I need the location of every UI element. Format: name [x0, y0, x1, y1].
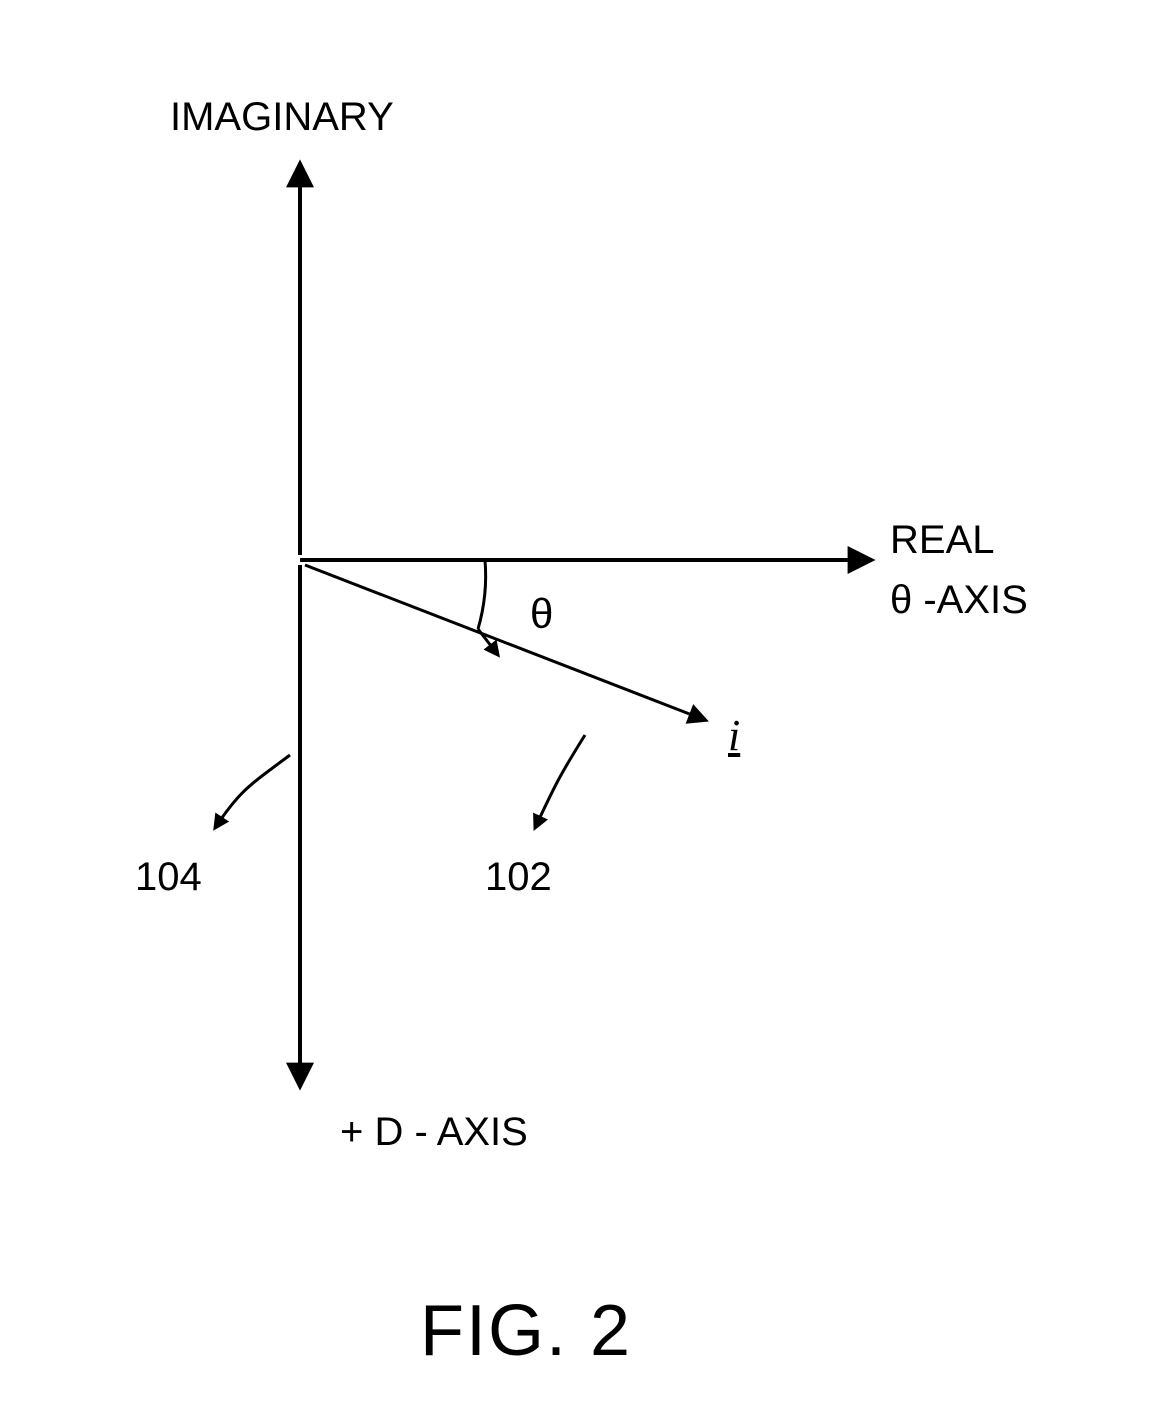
imaginary-axis-label: IMAGINARY — [170, 95, 394, 140]
diagram-svg — [0, 0, 1159, 1409]
real-axis-label-top: REAL — [890, 518, 995, 563]
callout-102-label: 102 — [485, 855, 552, 900]
d-axis-label: + D - AXIS — [340, 1110, 528, 1155]
real-axis-label-bottom: θ -AXIS — [890, 578, 1028, 623]
figure-caption: FIG. 2 — [420, 1290, 632, 1372]
vector-diagram-container: IMAGINARY REAL θ -AXIS + D - AXIS θ i 10… — [0, 0, 1159, 1409]
callout-104-label: 104 — [135, 855, 202, 900]
vector-i-label: i — [728, 710, 740, 761]
callout-104-curve — [215, 755, 290, 828]
angle-theta-arc — [478, 560, 486, 629]
theta-label: θ — [530, 590, 553, 638]
vector-i — [305, 565, 705, 720]
angle-theta-pointer — [478, 629, 498, 655]
callout-102-curve — [535, 735, 585, 828]
